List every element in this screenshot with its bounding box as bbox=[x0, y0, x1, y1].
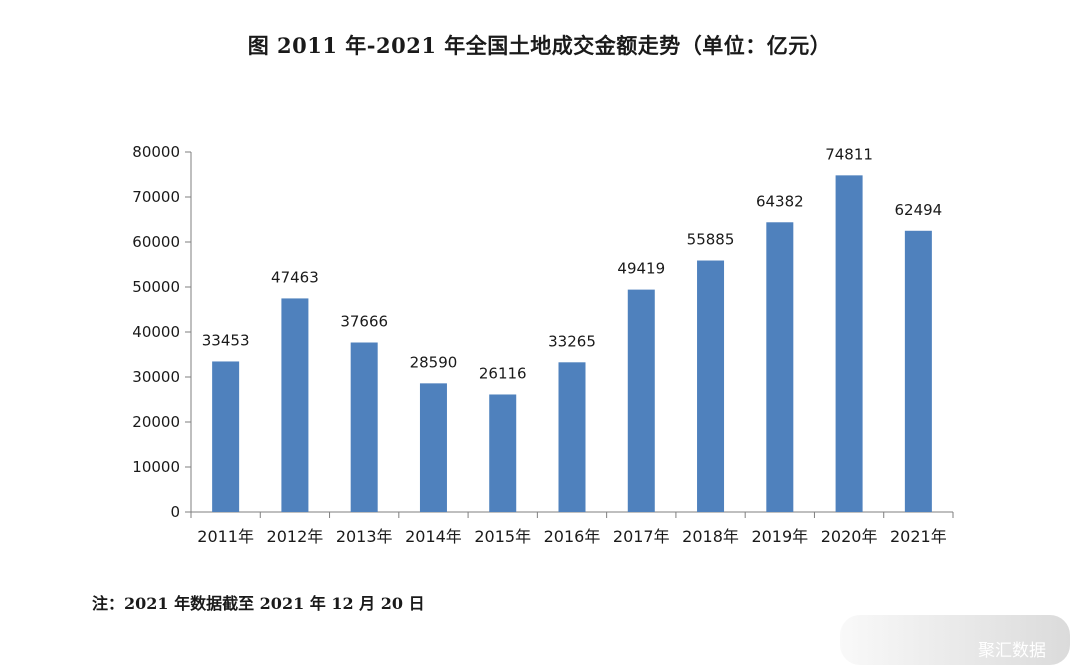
bar bbox=[419, 383, 447, 512]
bar bbox=[350, 342, 378, 512]
x-tick-label: 2011年 bbox=[197, 527, 254, 546]
bar bbox=[489, 394, 517, 512]
x-tick-label: 2014年 bbox=[405, 527, 462, 546]
x-tick-label: 2021年 bbox=[890, 527, 947, 546]
bar-value-label: 62494 bbox=[895, 201, 943, 219]
bar-value-label: 74811 bbox=[825, 145, 873, 163]
x-axis: 2011年 2012年 2013年 2014年 2015年 2016年 2017年 2018年… bbox=[190, 511, 954, 546]
bar bbox=[281, 298, 309, 512]
bar bbox=[558, 362, 586, 512]
y-tick-label: 40000 bbox=[132, 323, 180, 341]
bar bbox=[212, 361, 240, 512]
bar-value-label: 55885 bbox=[687, 231, 735, 249]
bar-value-label: 37666 bbox=[340, 313, 388, 331]
bar-value-label: 64382 bbox=[756, 192, 804, 210]
y-tick-label: 70000 bbox=[132, 188, 180, 206]
bar bbox=[627, 289, 655, 512]
footnote: 注：2021 年数据截至 2021 年 12 月 20 日 bbox=[92, 594, 425, 613]
x-tick-label: 2016年 bbox=[544, 527, 601, 546]
chart-title: 图 2011 年-2021 年全国土地成交金额走势（单位：亿元） bbox=[247, 33, 832, 58]
y-tick-label: 10000 bbox=[132, 458, 180, 476]
y-tick-label: 0 bbox=[170, 503, 180, 521]
bar-value-label: 26116 bbox=[479, 364, 527, 382]
bar-value-label: 33265 bbox=[548, 332, 596, 350]
x-tick-label: 2018年 bbox=[682, 527, 739, 546]
x-tick-label: 2012年 bbox=[267, 527, 324, 546]
bar bbox=[835, 175, 863, 512]
watermark-text: 聚汇数据 bbox=[978, 641, 1046, 661]
bar-value-label: 49419 bbox=[617, 260, 665, 278]
y-tick-label: 50000 bbox=[132, 278, 180, 296]
y-tick-label: 80000 bbox=[132, 143, 180, 161]
bar-value-label: 28590 bbox=[410, 353, 458, 371]
bars bbox=[212, 175, 932, 513]
x-tick-label: 2019年 bbox=[751, 527, 808, 546]
bar bbox=[904, 230, 932, 513]
x-tick-label: 2013年 bbox=[336, 527, 393, 546]
data-labels: 33453 47463 37666 28590 26116 33265 49419 55885… bbox=[202, 145, 942, 382]
bar bbox=[697, 260, 725, 512]
x-tick-label: 2015年 bbox=[474, 527, 531, 546]
bar-value-label: 33453 bbox=[202, 331, 250, 349]
bar bbox=[766, 222, 794, 512]
bar-value-label: 47463 bbox=[271, 268, 319, 286]
y-tick-label: 30000 bbox=[132, 368, 180, 386]
x-tick-label: 2017年 bbox=[613, 527, 670, 546]
watermark-background bbox=[840, 615, 1070, 665]
x-tick-label: 2020年 bbox=[821, 527, 878, 546]
y-tick-label: 60000 bbox=[132, 233, 180, 251]
y-tick-label: 20000 bbox=[132, 413, 180, 431]
y-axis: 0 10000 20000 30000 40000 50000 60000 70000 8000… bbox=[132, 143, 192, 521]
